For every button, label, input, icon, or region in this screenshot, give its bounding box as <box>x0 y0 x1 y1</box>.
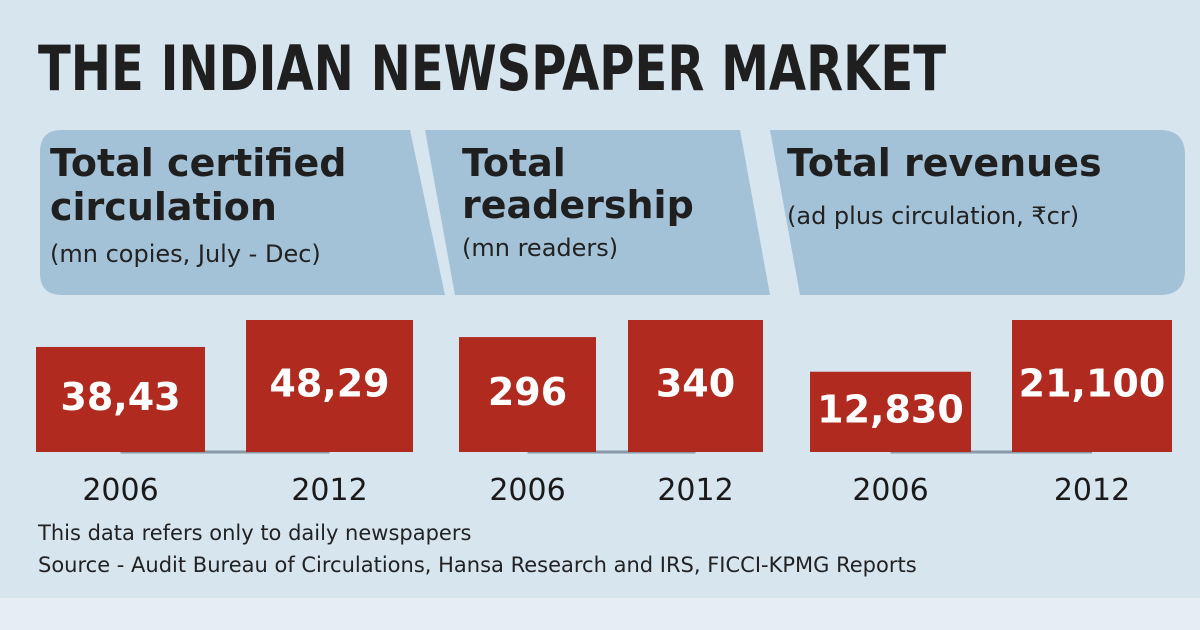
note: Source - Audit Bureau of Circulations, H… <box>38 553 917 577</box>
panel-header <box>770 130 1185 295</box>
panel-title: readership <box>462 183 694 227</box>
panel-title: Total revenues <box>787 141 1102 185</box>
panel-subtitle: (ad plus circulation, ₹cr) <box>787 202 1079 230</box>
value-label: 340 <box>656 362 735 406</box>
x-tick-label: 2006 <box>489 473 565 508</box>
note: This data refers only to daily newspaper… <box>37 521 471 545</box>
bar <box>810 371 971 452</box>
value-label: 296 <box>488 370 567 414</box>
panel-header <box>425 130 770 295</box>
bar <box>246 320 413 452</box>
bar <box>628 320 763 452</box>
value-label: 21,100 <box>1019 362 1166 406</box>
panel-title: Total <box>462 141 566 185</box>
bar <box>36 346 205 452</box>
title: THE INDIAN NEWSPAPER MARKET <box>38 32 946 105</box>
x-tick-label: 2006 <box>82 473 158 508</box>
value-label: 38,43 <box>60 375 180 419</box>
x-tick-label: 2012 <box>291 473 367 508</box>
value-label: 12,830 <box>817 387 964 431</box>
value-label: 48,29 <box>269 362 389 406</box>
panel-title: Total certified <box>50 141 346 185</box>
x-tick-label: 2012 <box>1054 473 1130 508</box>
panel-subtitle: (mn readers) <box>462 234 618 262</box>
panel-subtitle: (mn copies, July - Dec) <box>50 240 321 268</box>
footer-strip <box>0 598 1200 630</box>
x-tick-label: 2012 <box>657 473 733 508</box>
x-tick-label: 2006 <box>852 473 928 508</box>
bar <box>1012 320 1172 452</box>
panel-title: circulation <box>50 185 277 229</box>
panel-header <box>40 130 445 295</box>
bar <box>459 337 596 452</box>
